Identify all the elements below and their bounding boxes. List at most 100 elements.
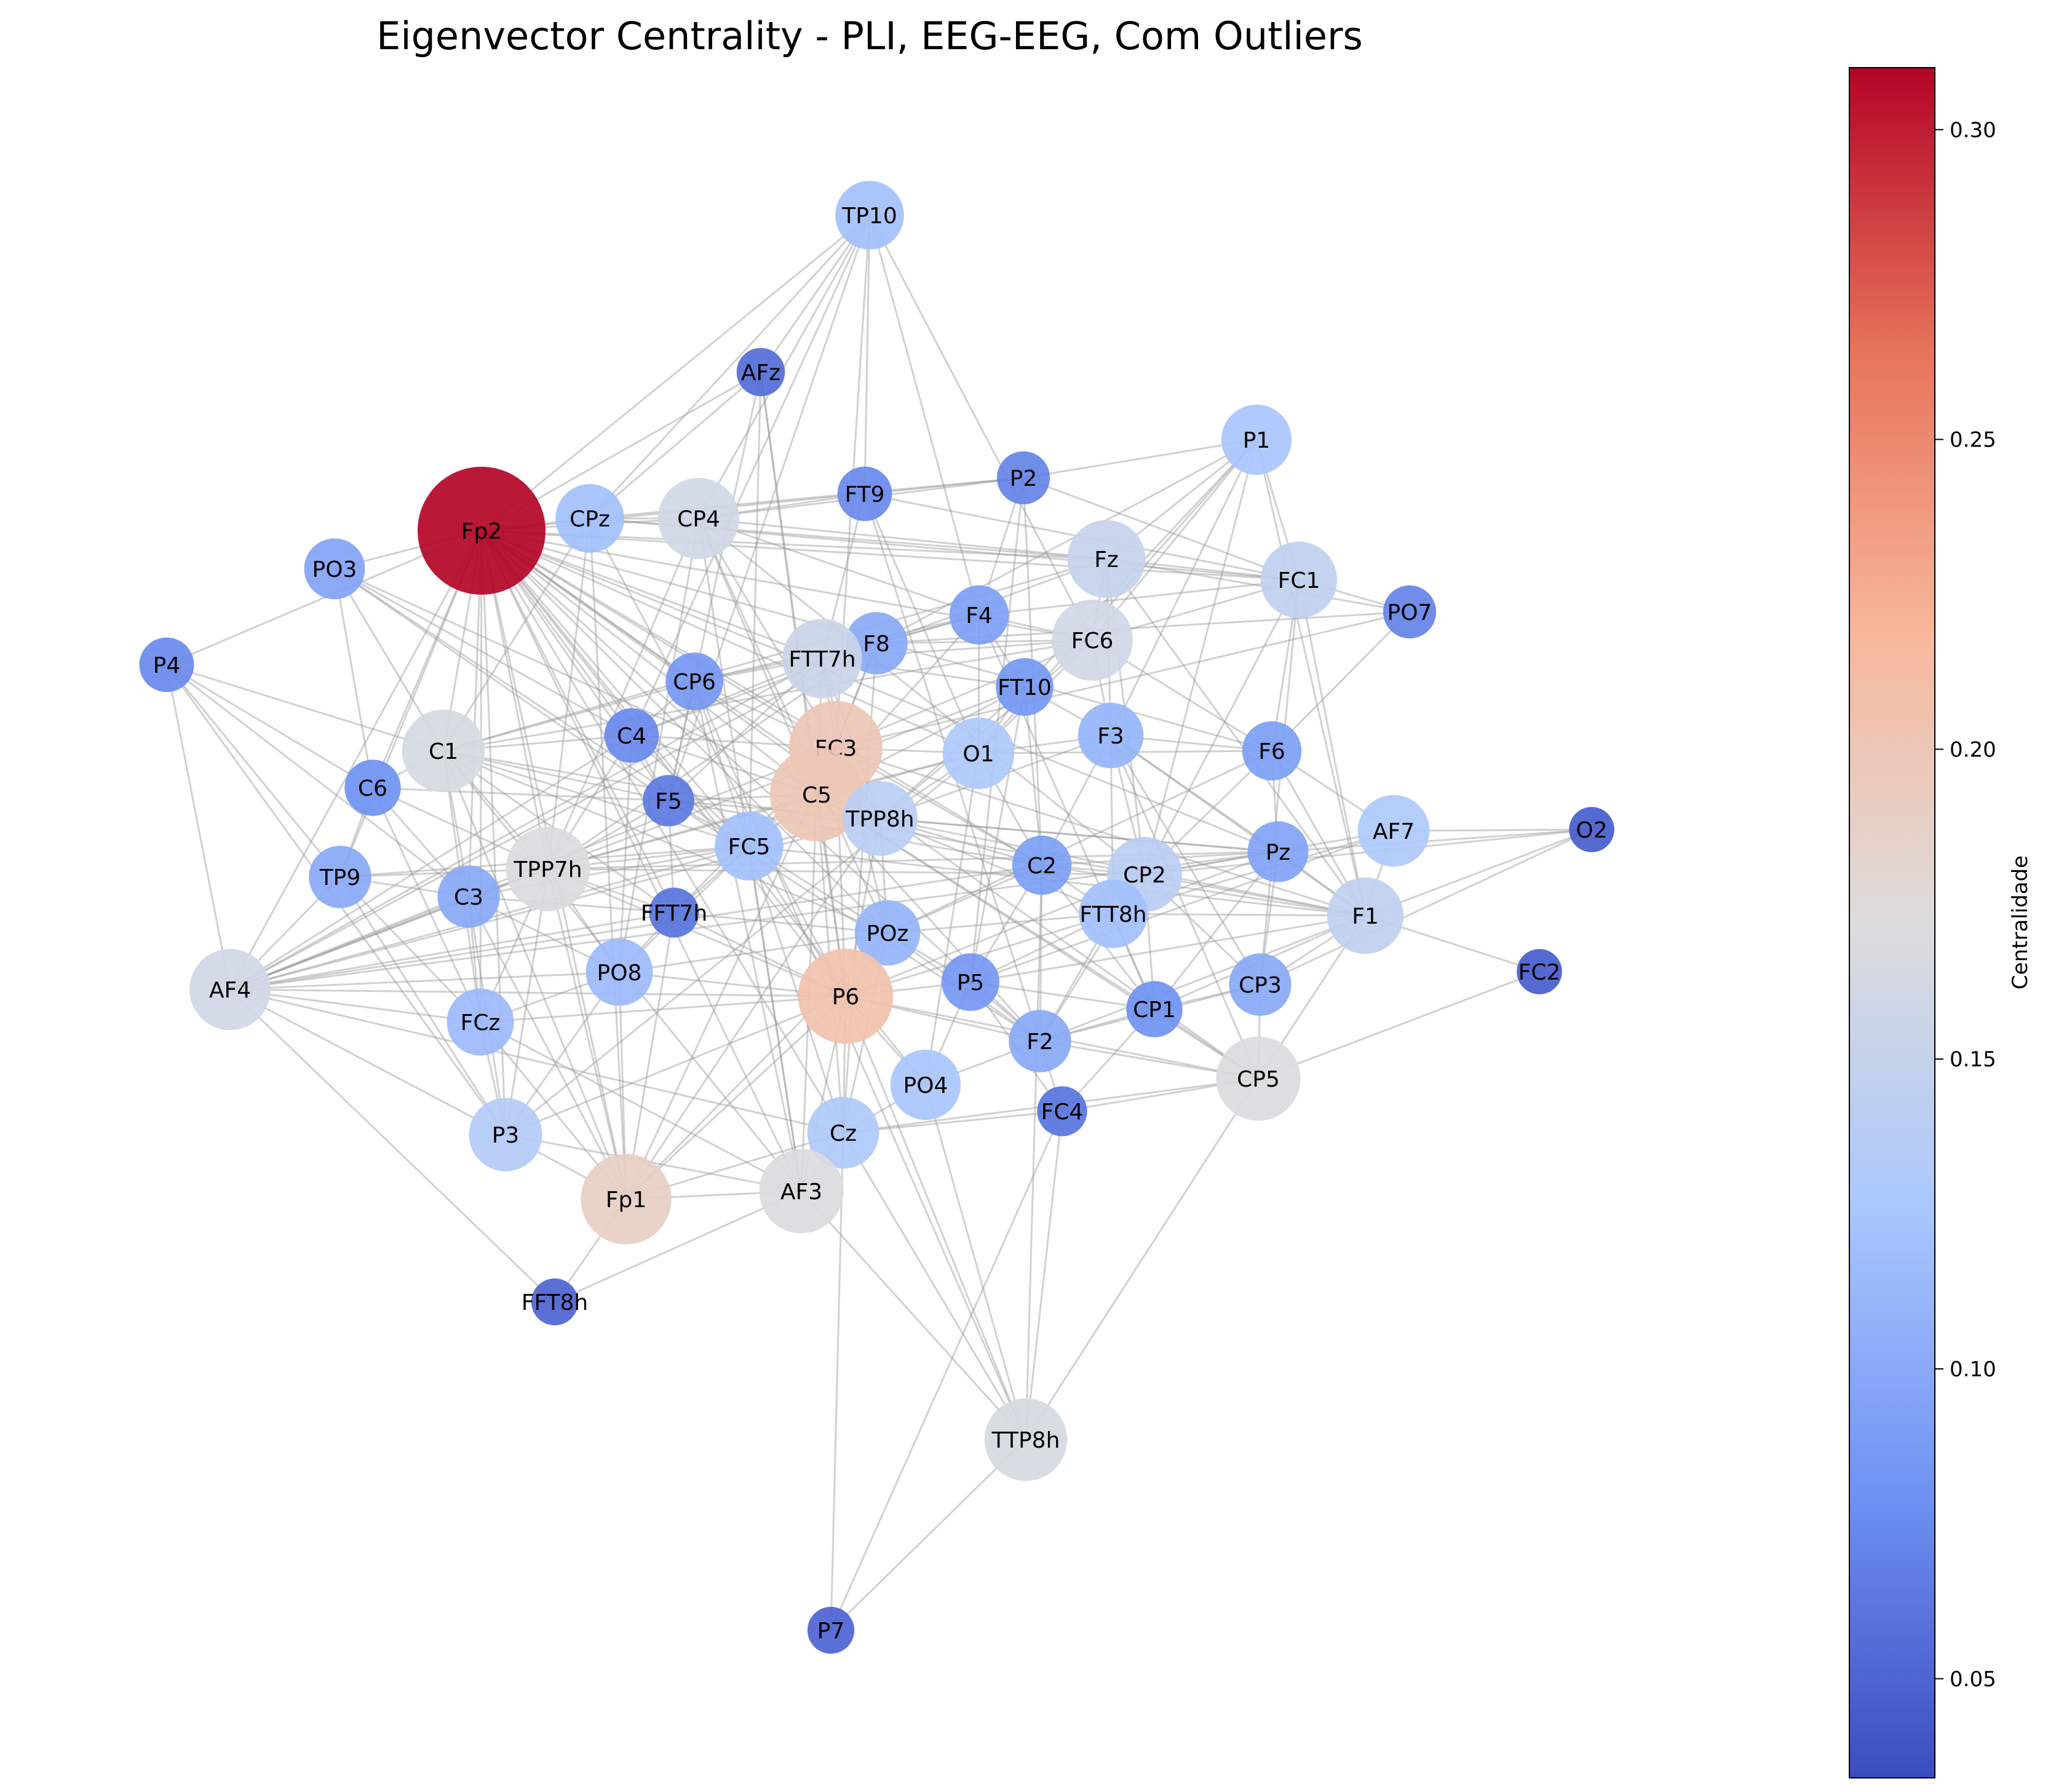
- node-F4: F4: [949, 585, 1009, 645]
- edge-TPP7h-P3: [504, 868, 549, 1135]
- edge-O2-Pz: [1277, 828, 1592, 853]
- colorbar-tick-label: 0.10: [1950, 1357, 1996, 1382]
- edge-O1-TPP7h: [547, 752, 979, 870]
- node-CP5: CP5: [1216, 1036, 1301, 1121]
- node-label-PO3: PO3: [312, 557, 357, 582]
- node-TP10: TP10: [835, 181, 904, 250]
- edge-PO3-C4: [334, 568, 632, 737]
- edge-CP6-C1: [443, 680, 695, 752]
- node-P7: P7: [807, 1606, 855, 1654]
- node-circle-POz: [854, 900, 921, 966]
- edge-Fz-F1: [1105, 558, 1367, 916]
- node-circle-P3: [469, 1098, 542, 1172]
- node-CP4: CP4: [658, 478, 739, 559]
- edge-AF4-FCz: [229, 988, 481, 1023]
- edge-CPz-Fp1: [589, 518, 627, 1200]
- node-circle-CP3: [1229, 953, 1292, 1016]
- edge-AF4-FFT8h: [229, 988, 556, 1303]
- colorbar-tick-label: 0.15: [1950, 1047, 1996, 1072]
- node-circle-Pz: [1247, 821, 1309, 882]
- node-circle-CPz: [555, 484, 624, 553]
- edge-AF3-FFT8h: [554, 1190, 802, 1303]
- node-FC6: FC6: [1052, 600, 1133, 681]
- edge-AF7-P5: [970, 830, 1394, 983]
- edge-TP10-C4: [630, 215, 871, 736]
- edge-P1-F8: [876, 438, 1257, 644]
- node-label-Fz: Fz: [1094, 547, 1119, 573]
- edge-CPz-C1: [442, 518, 591, 751]
- edge-AF3-TTP8h: [800, 1190, 1027, 1441]
- edge-PO7-FC3: [835, 611, 1410, 749]
- node-CP1: CP1: [1126, 981, 1183, 1037]
- node-label-F2: F2: [1026, 1029, 1054, 1055]
- edge-PO4-TTP8h: [924, 1084, 1027, 1440]
- edge-Fp2-POz: [480, 529, 889, 934]
- node-label-FTT8h: FTT8h: [1079, 902, 1146, 927]
- edge-Fp2-C5: [481, 529, 817, 796]
- colorbar-tick-label: 0.25: [1950, 428, 1996, 453]
- node-label-O1: O1: [963, 742, 994, 767]
- colorbar-tick-label: 0.20: [1950, 737, 1996, 762]
- edge-PO7-F6: [1271, 611, 1411, 752]
- node-P2: P2: [996, 451, 1050, 505]
- node-C1: C1: [402, 709, 485, 793]
- node-circle-F3: [1078, 702, 1144, 769]
- colorbar-tick-label: 0.30: [1950, 118, 1996, 143]
- colorbar-ticks: 0.05 0.10 0.15 0.20 0.25 0.30: [1935, 118, 1996, 1692]
- node-circle-C3: [437, 865, 500, 928]
- node-FTT7h: FTT7h: [782, 619, 862, 699]
- node-circle-PO3: [304, 538, 365, 600]
- node-P5: P5: [942, 953, 999, 1011]
- node-circle-P4: [139, 637, 194, 692]
- node-FC5: FC5: [715, 812, 784, 881]
- node-circle-TP9: [309, 846, 371, 908]
- colorbar-gradient: [1849, 67, 1935, 1778]
- node-label-Fp2: Fp2: [461, 519, 502, 544]
- node-C3: C3: [437, 865, 500, 928]
- node-circle-PO4: [890, 1049, 961, 1120]
- edge-TPP7h-P6: [547, 868, 846, 997]
- edge-C3-FFT7h: [468, 895, 675, 914]
- edge-AFz-FC5: [748, 371, 762, 847]
- node-label-Pz: Pz: [1266, 840, 1291, 865]
- edge-C4-PO8: [618, 735, 633, 973]
- edge-P6-FCz: [480, 995, 846, 1023]
- edge-CPz-P6: [589, 518, 847, 997]
- node-circle-Cz: [807, 1096, 879, 1169]
- node-label-CPz: CPz: [570, 507, 610, 532]
- node-Cz: Cz: [807, 1096, 879, 1169]
- node-O2: O2: [1569, 807, 1614, 852]
- edge-TP9-P3: [339, 876, 507, 1135]
- edge-AFz-F5: [667, 371, 762, 801]
- edge-FC1-F1: [1298, 579, 1367, 916]
- edge-FT10-AF4: [229, 686, 1025, 991]
- node-circle-FT10: [996, 658, 1054, 716]
- node-circle-P2: [996, 451, 1050, 505]
- node-circle-FC1: [1260, 541, 1338, 619]
- edge-TPP7h-Fp1: [547, 868, 627, 1200]
- edge-O2-CP3: [1260, 828, 1592, 986]
- edge-C2-F1: [1041, 864, 1366, 917]
- node-label-P5: P5: [957, 970, 985, 996]
- node-PO8: PO8: [585, 938, 653, 1006]
- node-FT9: FT9: [837, 466, 892, 521]
- node-label-CP5: CP5: [1237, 1067, 1280, 1092]
- node-circle-FC6: [1052, 600, 1133, 681]
- chart-title: Eigenvector Centrality - PLI, EEG-EEG, C…: [376, 14, 1363, 58]
- node-circle-O2: [1569, 807, 1614, 852]
- node-label-CP1: CP1: [1133, 997, 1176, 1023]
- node-label-P7: P7: [817, 1619, 845, 1644]
- node-P1: P1: [1221, 404, 1292, 475]
- colorbar: 0.05 0.10 0.15 0.20 0.25 0.30 Centralidade: [1849, 67, 2033, 1778]
- node-P4: P4: [139, 637, 194, 692]
- edge-P1-CP2: [1143, 439, 1258, 875]
- node-label-FCz: FCz: [461, 1010, 501, 1036]
- edge-F3-F1: [1110, 734, 1366, 917]
- edge-TP9-FCz: [339, 876, 482, 1023]
- node-circle-Fp1: [581, 1154, 672, 1245]
- edge-TTP8h-P7: [830, 1438, 1027, 1631]
- node-circle-P1: [1221, 404, 1292, 475]
- node-circle-CP5: [1216, 1036, 1301, 1121]
- node-circle-TP10: [835, 181, 904, 250]
- node-circle-C4: [604, 708, 659, 763]
